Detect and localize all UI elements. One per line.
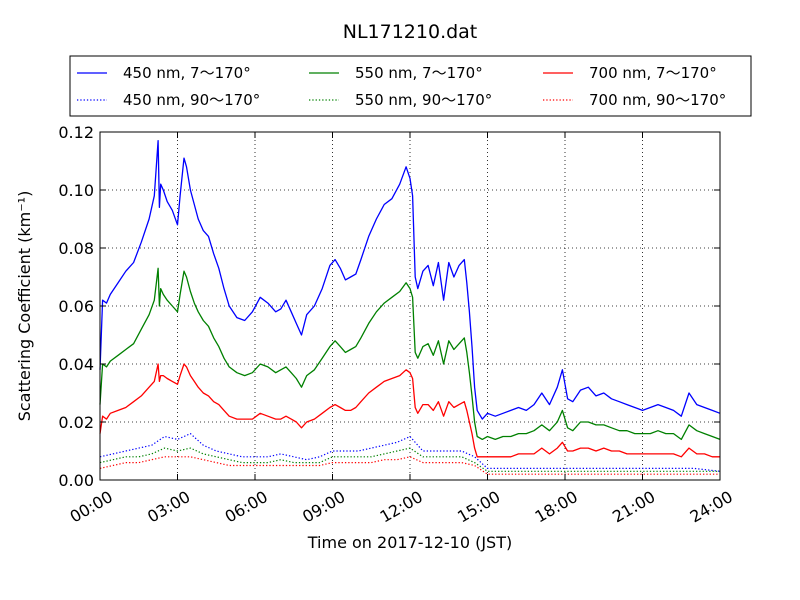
ticks <box>99 131 721 481</box>
legend-label: 550 nm, 7～170° <box>355 64 483 82</box>
y-tick-label: 0.12 <box>58 123 94 142</box>
y-tick-label: 0.08 <box>58 239 94 258</box>
series-line-0 <box>99 140 721 420</box>
legend-box <box>69 55 752 117</box>
plot-lines <box>99 140 721 475</box>
x-tick-label: 00:00 <box>67 487 116 527</box>
x-tick-labels: 00:00 03:00 06:00 09:00 12:00 15:00 18:00 21:00… <box>67 487 736 527</box>
chart-title: NL171210.dat <box>343 21 478 43</box>
x-tick-label: 15:00 <box>454 487 503 527</box>
y-tick-label: 0.06 <box>58 297 94 316</box>
y-tick-label: 0.02 <box>58 413 94 432</box>
series-line-2 <box>99 363 720 458</box>
x-tick-label: 18:00 <box>532 487 581 527</box>
x-tick-label: 09:00 <box>299 487 348 527</box>
series-line-5 <box>99 456 720 475</box>
y-tick-label: 0.10 <box>58 181 94 200</box>
x-tick-label: 03:00 <box>144 487 193 527</box>
y-axis-label: Scattering Coefficient (km⁻¹) <box>15 191 34 422</box>
series-line-1 <box>99 267 721 441</box>
series-line-4 <box>99 447 720 472</box>
legend-label: 700 nm, 90～170° <box>589 91 726 109</box>
x-tick-label: 21:00 <box>609 487 658 527</box>
legend: 450 nm, 7～170° 550 nm, 7～170° 700 nm, 7～17… <box>69 55 752 117</box>
y-tick-labels: 0.00 0.02 0.04 0.06 0.08 0.10 0.12 <box>58 123 94 490</box>
x-tick-label: 06:00 <box>222 487 271 527</box>
y-tick-label: 0.00 <box>58 471 94 490</box>
y-tick-label: 0.04 <box>58 355 94 374</box>
legend-label: 700 nm, 7～170° <box>589 64 717 82</box>
legend-label: 450 nm, 90～170° <box>123 91 260 109</box>
legend-label: 550 nm, 90～170° <box>355 91 492 109</box>
legend-label: 450 nm, 7～170° <box>123 64 251 82</box>
x-tick-label: 24:00 <box>687 487 736 527</box>
x-axis-label: Time on 2017-12-10 (JST) <box>307 533 512 552</box>
grid <box>100 132 720 480</box>
x-tick-label: 12:00 <box>377 487 426 527</box>
